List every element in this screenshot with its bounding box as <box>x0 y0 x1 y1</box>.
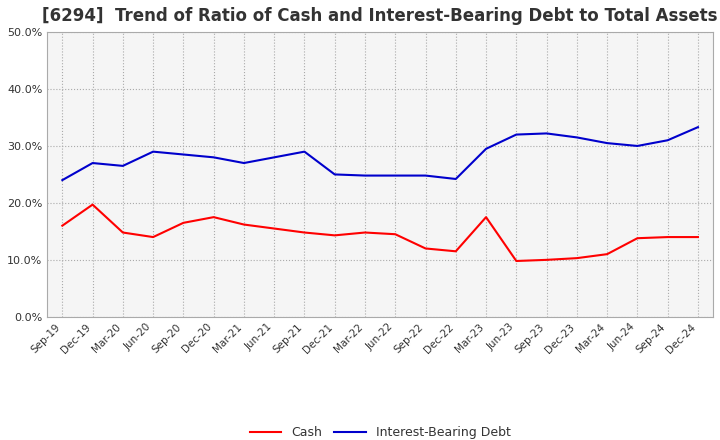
Cash <box>240 222 248 227</box>
Cash <box>633 235 642 241</box>
Cash <box>210 214 218 220</box>
Cash <box>663 235 672 240</box>
Interest-Bearing Debt <box>300 149 309 154</box>
Interest-Bearing Debt <box>361 173 369 178</box>
Cash <box>179 220 188 225</box>
Cash <box>421 246 430 251</box>
Interest-Bearing Debt <box>603 140 611 146</box>
Cash <box>482 214 490 220</box>
Cash <box>693 235 702 240</box>
Title: [6294]  Trend of Ratio of Cash and Interest-Bearing Debt to Total Assets: [6294] Trend of Ratio of Cash and Intere… <box>42 7 718 25</box>
Interest-Bearing Debt <box>451 176 460 182</box>
Interest-Bearing Debt <box>421 173 430 178</box>
Interest-Bearing Debt <box>179 152 188 157</box>
Cash <box>270 226 279 231</box>
Cash <box>542 257 551 263</box>
Interest-Bearing Debt <box>633 143 642 149</box>
Cash <box>451 249 460 254</box>
Interest-Bearing Debt <box>542 131 551 136</box>
Interest-Bearing Debt <box>119 163 127 169</box>
Cash <box>512 258 521 264</box>
Legend: Cash, Interest-Bearing Debt: Cash, Interest-Bearing Debt <box>250 425 510 439</box>
Interest-Bearing Debt <box>270 155 279 160</box>
Cash <box>89 202 97 207</box>
Line: Interest-Bearing Debt: Interest-Bearing Debt <box>63 127 698 180</box>
Cash <box>300 230 309 235</box>
Cash <box>119 230 127 235</box>
Cash <box>330 233 339 238</box>
Interest-Bearing Debt <box>210 155 218 160</box>
Interest-Bearing Debt <box>240 161 248 166</box>
Interest-Bearing Debt <box>149 149 158 154</box>
Interest-Bearing Debt <box>693 125 702 130</box>
Interest-Bearing Debt <box>512 132 521 137</box>
Interest-Bearing Debt <box>482 146 490 151</box>
Interest-Bearing Debt <box>572 135 581 140</box>
Line: Cash: Cash <box>63 205 698 261</box>
Cash <box>361 230 369 235</box>
Cash <box>572 256 581 261</box>
Interest-Bearing Debt <box>58 177 67 183</box>
Interest-Bearing Debt <box>391 173 400 178</box>
Interest-Bearing Debt <box>663 138 672 143</box>
Cash <box>58 223 67 228</box>
Interest-Bearing Debt <box>89 161 97 166</box>
Interest-Bearing Debt <box>330 172 339 177</box>
Cash <box>603 252 611 257</box>
Cash <box>149 235 158 240</box>
Cash <box>391 231 400 237</box>
